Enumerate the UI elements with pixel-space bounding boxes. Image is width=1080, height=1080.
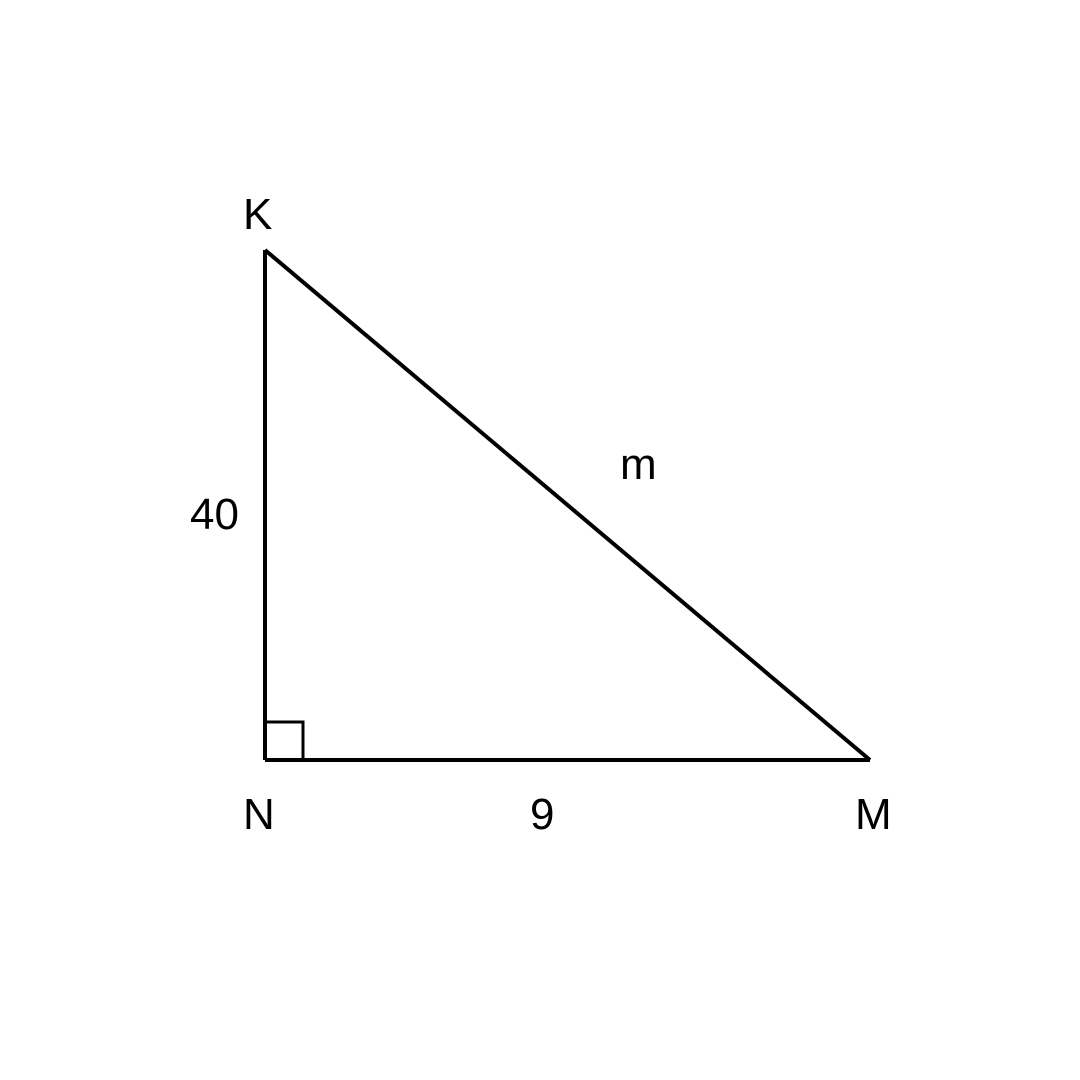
side-KM [265,250,870,760]
side-label-KM: m [620,440,657,490]
right-angle-marker [265,722,303,760]
side-label-NM: 9 [530,790,554,840]
vertex-label-K: K [243,190,272,240]
vertex-label-N: N [243,790,275,840]
side-label-KN: 40 [190,490,239,540]
triangle-svg [0,0,1080,1080]
triangle-diagram: K N M 40 9 m [0,0,1080,1080]
vertex-label-M: M [855,790,892,840]
